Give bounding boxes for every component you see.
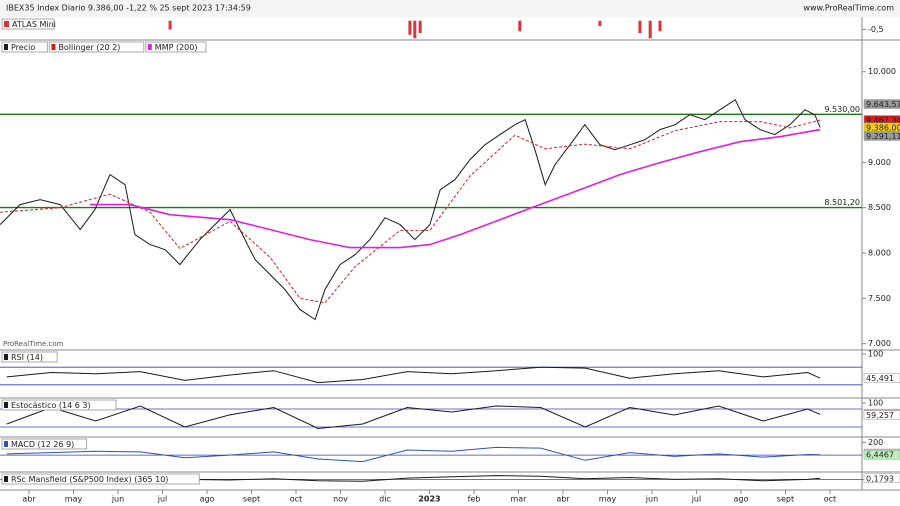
- legend-swatch: [4, 402, 8, 408]
- legend-swatch: [4, 476, 8, 482]
- legend-box: [48, 41, 145, 53]
- bar: [598, 20, 602, 26]
- value-tag: [863, 99, 900, 109]
- legend-swatch: [51, 44, 56, 50]
- y-tick-label: 8.500: [868, 203, 891, 212]
- legend-label: Estocástico (14 6 3): [11, 401, 91, 410]
- y-tick-label: 7.000: [868, 339, 891, 348]
- legend-label: Bollinger (20 2): [58, 43, 120, 52]
- bar: [413, 20, 417, 39]
- x-tick-label: nov: [333, 495, 348, 504]
- x-tick-label: sept: [777, 495, 794, 504]
- bar: [408, 20, 412, 35]
- x-tick-label: ago: [734, 495, 749, 504]
- legend-swatch: [4, 441, 8, 447]
- x-tick-label: sept: [243, 495, 260, 504]
- x-tick-label: feb: [468, 495, 481, 504]
- series-line: [6, 446, 821, 463]
- header-bar: [0, 0, 900, 17]
- y-tick-label: 7.500: [868, 294, 891, 303]
- pane-title-box: [1, 18, 55, 30]
- value-tag: [863, 449, 900, 460]
- value-tag: [863, 373, 900, 383]
- legend-label: RSI (14): [11, 353, 43, 362]
- bar: [168, 20, 172, 30]
- bar: [518, 20, 522, 32]
- header-title: IBEX35 Index Diario 9.386,00 -1,22 % 25 …: [6, 4, 251, 13]
- x-tick-label: abr: [22, 495, 36, 504]
- x-tick-label: jul: [691, 495, 702, 504]
- pane-title: ATLAS Mini: [12, 20, 56, 29]
- x-tick-label: may: [65, 495, 83, 504]
- legend-label: RSc Mansfield (S&P500 Index) (365 10): [11, 475, 168, 484]
- bar: [418, 20, 422, 33]
- y-tick-label: 9.000: [868, 158, 891, 167]
- x-tick-label: dic: [379, 495, 391, 504]
- value-tag-label: 59,257: [866, 411, 894, 420]
- legend-label: MMP (200): [155, 43, 198, 52]
- x-tick-label: 2023: [418, 495, 440, 504]
- value-tag: [863, 473, 900, 484]
- y-tick-label: 100: [868, 399, 883, 408]
- legend-box: [1, 438, 88, 450]
- legend-swatch: [147, 44, 152, 50]
- y-tick-label: 200: [868, 438, 883, 447]
- value-tag-label: 6,4467: [866, 451, 894, 460]
- x-tick-label: mar: [510, 495, 527, 504]
- legend-swatch: [4, 354, 8, 360]
- value-tag-label: 45,491: [866, 374, 894, 383]
- x-tick-label: jul: [157, 495, 168, 504]
- legend-box: [1, 399, 117, 411]
- value-tag-label: 9.291,11: [866, 132, 900, 141]
- bar: [648, 20, 652, 39]
- legend-swatch: [4, 44, 8, 50]
- x-tick-label: oct: [824, 495, 836, 504]
- y-tick-label: 100: [868, 350, 883, 359]
- x-tick-label: jun: [645, 495, 658, 504]
- level-label: 8.501,20: [824, 198, 860, 207]
- series-line: [90, 128, 821, 249]
- series-line: [0, 98, 821, 321]
- x-tick-label: abr: [556, 495, 570, 504]
- legend-box: [1, 351, 58, 363]
- value-tag-label: 0,1793: [866, 474, 894, 483]
- header-site: www.ProRealTime.com: [803, 4, 894, 13]
- value-tag: [863, 131, 900, 141]
- y-tick-label: 10.000: [868, 67, 896, 76]
- series-line: [6, 366, 821, 384]
- legend-swatch: [4, 21, 9, 27]
- bar: [658, 20, 662, 32]
- value-tag-label: 9.467,34: [866, 116, 900, 125]
- legend-box: [1, 473, 200, 485]
- value-tag: [863, 410, 900, 420]
- y-tick-label: 8.000: [868, 249, 891, 258]
- x-tick-label: jun: [111, 495, 124, 504]
- value-tag-label: 9.386,00: [866, 123, 900, 132]
- level-label: 9.530,00: [824, 105, 860, 114]
- legend-label: MACD (12 26 9): [11, 440, 74, 449]
- value-tag-label: 9.643,57: [866, 100, 900, 109]
- bar: [638, 20, 642, 33]
- legend-box: [1, 41, 48, 53]
- series-line: [0, 119, 821, 304]
- y-tick-label: -0,5: [868, 25, 884, 34]
- watermark: ProRealTime.com: [3, 340, 64, 348]
- legend-label: Precio: [11, 43, 35, 52]
- x-tick-label: may: [599, 495, 617, 504]
- x-tick-label: ago: [200, 495, 215, 504]
- legend-box: [145, 41, 207, 53]
- series-line: [6, 405, 821, 430]
- x-tick-label: oct: [290, 495, 302, 504]
